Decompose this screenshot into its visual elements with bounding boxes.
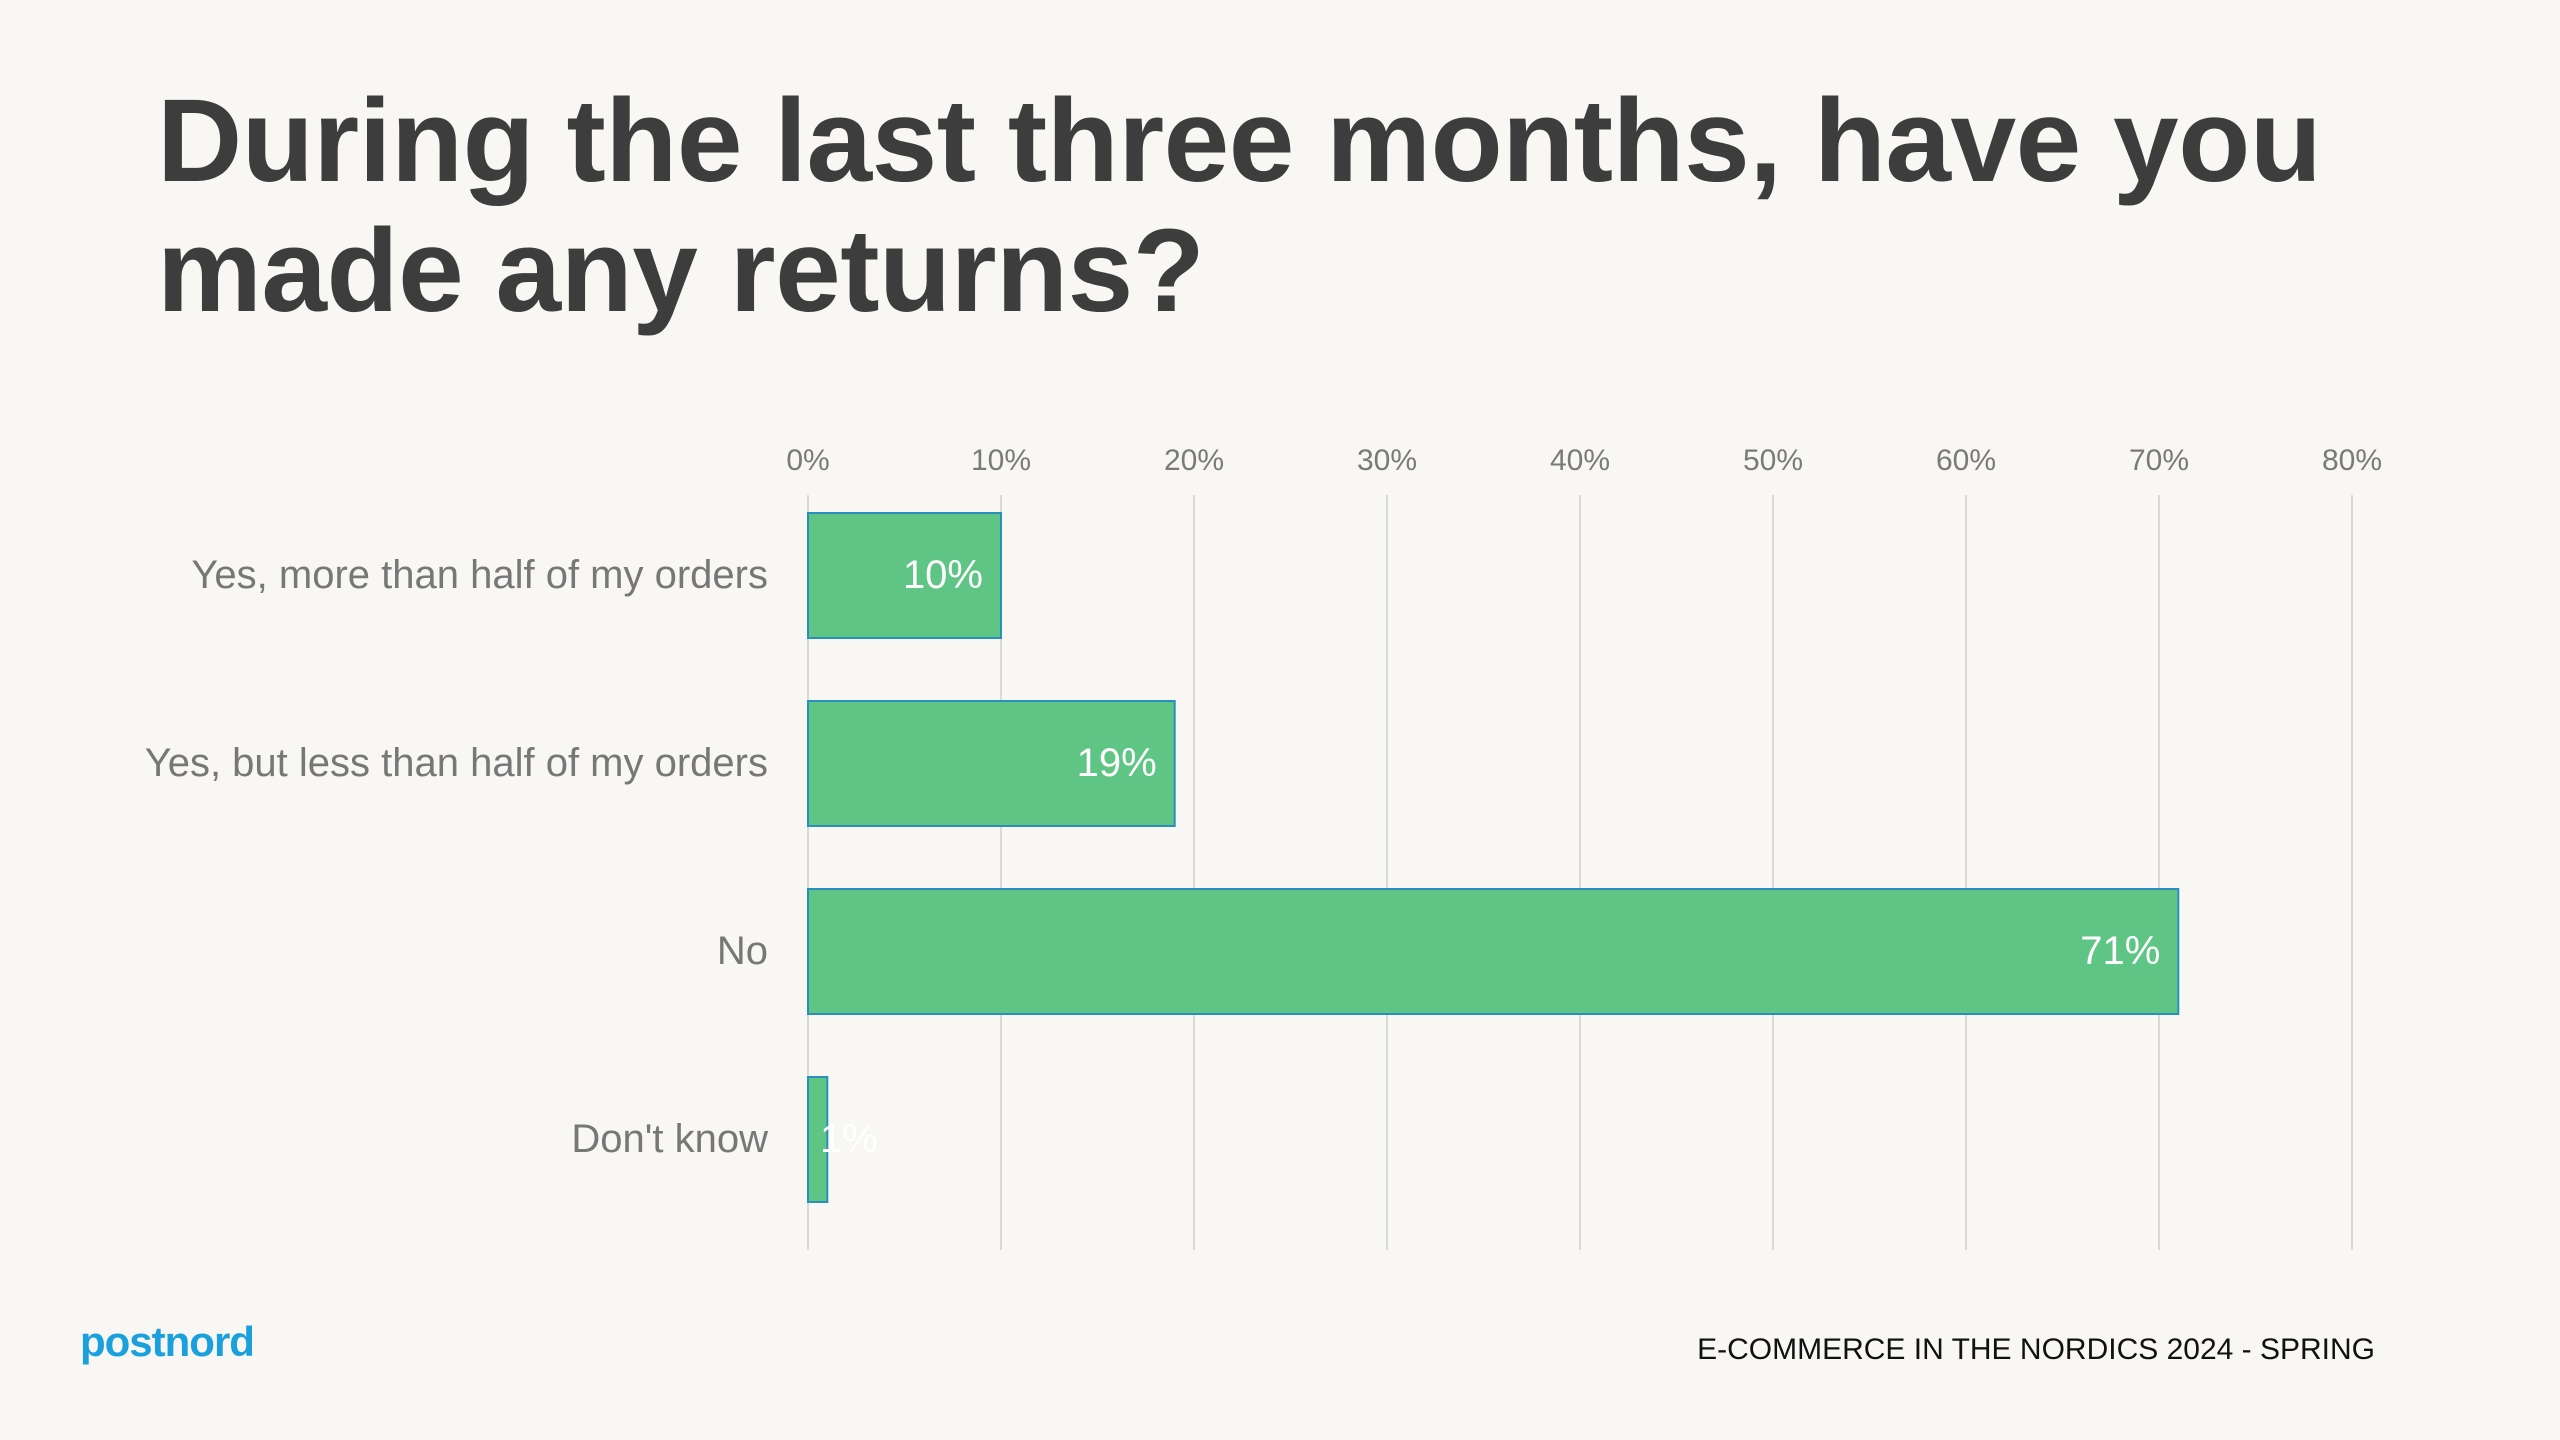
x-tick-label: 50%: [1743, 444, 1803, 477]
bar: [807, 1076, 829, 1203]
slide-title: During the last three months, have you m…: [157, 75, 2322, 337]
x-tick-label: 30%: [1357, 444, 1417, 477]
category-label: Yes, but less than half of my orders: [145, 741, 768, 785]
bar: [807, 512, 1002, 639]
footer-text: E-COMMERCE IN THE NORDICS 2024 - SPRING: [1697, 1333, 2375, 1366]
data-labels: 10% 19% 71% 1%: [820, 553, 2160, 1161]
bar: [807, 700, 1176, 827]
bar: [807, 888, 2180, 1015]
x-tick-label: 0%: [786, 444, 829, 477]
data-label: 19%: [1077, 741, 1157, 785]
category-label: No: [717, 929, 768, 973]
x-tick-label: 20%: [1164, 444, 1224, 477]
x-tick-label: 70%: [2129, 444, 2189, 477]
gridlines: [807, 495, 2353, 1250]
x-tick-label: 80%: [2322, 444, 2382, 477]
x-tick-label: 40%: [1550, 444, 1610, 477]
x-tick-label: 10%: [971, 444, 1031, 477]
postnord-logo: postnord: [80, 1318, 255, 1365]
x-tick-label: 60%: [1936, 444, 1996, 477]
category-label: Yes, more than half of my orders: [191, 553, 768, 597]
data-label: 71%: [2080, 929, 2160, 973]
bars: [807, 512, 2180, 1203]
category-label: Don't know: [571, 1117, 768, 1161]
x-axis-ticks: 0% 10% 20% 30% 40% 50% 60% 70% 80%: [786, 444, 2382, 477]
category-labels: Yes, more than half of my orders Yes, but…: [145, 553, 768, 1161]
data-label: 10%: [903, 553, 983, 597]
data-label: 1%: [820, 1117, 878, 1161]
